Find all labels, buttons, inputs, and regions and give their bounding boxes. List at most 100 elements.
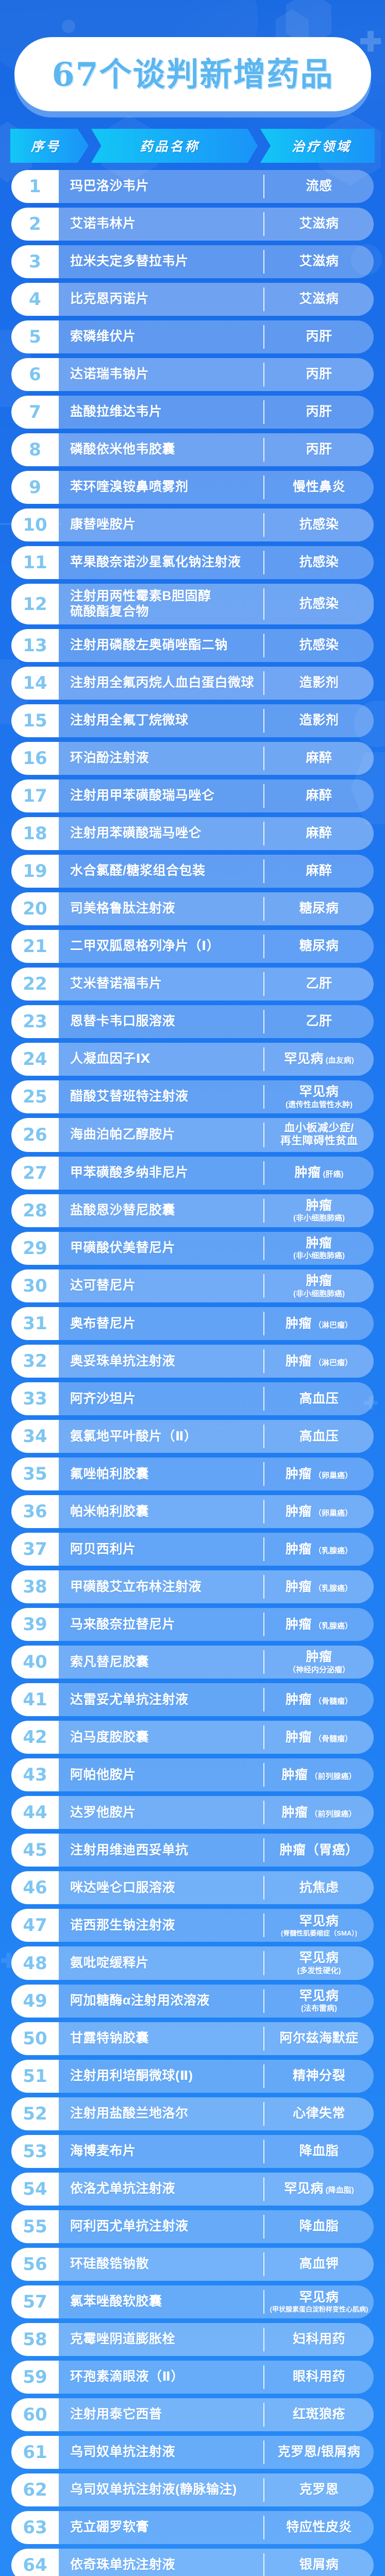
row-number: 33 (11, 1382, 59, 1416)
row-number: 22 (11, 968, 59, 1001)
table-row[interactable]: 22 艾米替诺福韦片 乙肝 (11, 968, 374, 1001)
table-row[interactable]: 21 二甲双胍恩格列净片（Ⅰ） 糖尿病 (11, 930, 374, 963)
drug-name: 帕米帕利胶囊 (59, 1495, 264, 1528)
table-row[interactable]: 54 依洛尤单抗注射液 罕见病 (降血脂) (11, 2172, 374, 2206)
row-number: 4 (11, 283, 59, 316)
table-row[interactable]: 28 盐酸恩沙替尼胶囊 肿瘤 (非小细胞肺癌) (11, 1194, 374, 1227)
table-row[interactable]: 27 甲苯磺酸多纳非尼片 肿瘤 (肝癌) (11, 1156, 374, 1190)
treatment-area-main: 降血脂 (299, 2144, 339, 2159)
table-row[interactable]: 19 水合氯醛/糖浆组合包装 麻醉 (11, 855, 374, 888)
table-row[interactable]: 31 奥布替尼片 肿瘤 （淋巴瘤） (11, 1307, 374, 1341)
table-row[interactable]: 14 注射用全氟丙烷人血白蛋白微球 造影剂 (11, 667, 374, 700)
table-row[interactable]: 44 达罗他胺片 肿瘤 （前列腺癌） (11, 1796, 374, 1829)
table-row[interactable]: 17 注射用甲苯磺酸瑞马唑仑 麻醉 (11, 779, 374, 812)
drug-name: 阿贝西利片 (59, 1533, 264, 1566)
table-row[interactable]: 5 索磷维伏片 丙肝 (11, 320, 374, 353)
drug-name: 奥布替尼片 (59, 1307, 264, 1340)
table-row[interactable]: 55 阿利西尤单抗注射液 降血脂 (11, 2210, 374, 2243)
treatment-area-main: 肿瘤 (281, 1805, 308, 1820)
table-row[interactable]: 41 达雷妥尤单抗注射液 肿瘤 （骨髓瘤） (11, 1683, 374, 1717)
treatment-area-main: 肿瘤 (285, 1316, 312, 1331)
treatment-area-main: 抗感染 (299, 638, 339, 653)
table-row[interactable]: 62 乌司奴单抗注射液(静脉输注) 克罗恩 (11, 2473, 374, 2506)
table-row[interactable]: 13 注射用磷酸左奥硝唑酯二钠 抗感染 (11, 629, 374, 662)
table-row[interactable]: 26 海曲泊帕乙醇胺片 血小板减少症/ 再生障碍性贫血 (11, 1118, 374, 1152)
treatment-area-main: 克罗恩 (299, 2482, 339, 2497)
row-number: 42 (11, 1721, 59, 1754)
table-row[interactable]: 15 注射用全氟丁烷微球 造影剂 (11, 704, 374, 737)
treatment-area-sub: (肝癌) (323, 1170, 344, 1179)
table-row[interactable]: 35 氟唑帕利胶囊 肿瘤 （卵巢癌） (11, 1458, 374, 1491)
table-row[interactable]: 30 达可替尼片 肿瘤 (非小细胞肺癌) (11, 1269, 374, 1303)
row-number: 61 (11, 2435, 59, 2469)
row-number: 9 (11, 471, 59, 504)
table-row[interactable]: 3 拉米夫定多替拉韦片 艾滋病 (11, 245, 374, 278)
table-row[interactable]: 46 咪达唑仑口服溶液 抗焦虑 (11, 1871, 374, 1905)
treatment-area-sub: （卵巢癌） (314, 1509, 353, 1518)
table-row[interactable]: 50 甘露特钠胶囊 阿尔兹海默症 (11, 2022, 374, 2055)
treatment-area-inline: 肿瘤 （卵巢癌） (286, 1467, 353, 1482)
table-row[interactable]: 36 帕米帕利胶囊 肿瘤 （卵巢癌） (11, 1495, 374, 1529)
table-row[interactable]: 9 苯环喹溴铵鼻喷雾剂 慢性鼻炎 (11, 471, 374, 504)
page-title: 67个谈判新增药品 (52, 55, 334, 93)
treatment-area-main: 糖尿病 (299, 901, 339, 916)
drug-name: 马来酸奈拉替尼片 (59, 1608, 264, 1641)
table-row[interactable]: 64 依奇珠单抗注射液 银屑病 (11, 2548, 374, 2576)
table-row[interactable]: 40 索凡替尼胶囊 肿瘤 （神经内分泌瘤） (11, 1646, 374, 1679)
table-row[interactable]: 48 氨吡啶缓释片 罕见病 (多发性硬化) (11, 1946, 374, 1980)
table-row[interactable]: 11 苹果酸奈诺沙星氯化钠注射液 抗感染 (11, 546, 374, 579)
table-row[interactable]: 29 甲磺酸伏美替尼片 肿瘤 (非小细胞肺癌) (11, 1231, 374, 1265)
table-row[interactable]: 58 克霉唑阴道膨胀栓 妇科用药 (11, 2323, 374, 2356)
table-row[interactable]: 20 司美格鲁肽注射液 糖尿病 (11, 892, 374, 925)
table-row[interactable]: 52 注射用盐酸兰地洛尔 心律失常 (11, 2097, 374, 2130)
drug-list: 1 玛巴洛沙韦片 流感 2 艾诺韦林片 艾滋病 3 拉米夫定多替拉韦片 艾滋病 4 比克恩丙诺片 艾滋… (0, 163, 385, 2576)
table-row[interactable]: 37 阿贝西利片 肿瘤 （乳腺癌） (11, 1533, 374, 1566)
table-row[interactable]: 53 海博麦布片 降血脂 (11, 2134, 374, 2168)
row-number: 8 (11, 433, 59, 466)
table-row[interactable]: 34 氨氯地平叶酸片（Ⅱ） 高血压 (11, 1420, 374, 1453)
row-number: 2 (11, 208, 59, 241)
table-row[interactable]: 12 注射用两性霉素B胆固醇 硫酸酯复合物 抗感染 (11, 584, 374, 624)
table-row[interactable]: 2 艾诺韦林片 艾滋病 (11, 208, 374, 241)
drug-name: 海曲泊帕乙醇胺片 (59, 1118, 264, 1152)
table-row[interactable]: 63 克立硼罗软膏 特应性皮炎 (11, 2511, 374, 2544)
table-row[interactable]: 6 达诺瑞韦钠片 丙肝 (11, 358, 374, 391)
drug-name: 咪达唑仑口服溶液 (59, 1871, 264, 1904)
treatment-area-main: 麻醉 (306, 826, 332, 841)
table-row[interactable]: 1 玛巴洛沙韦片 流感 (11, 170, 374, 203)
table-row[interactable]: 23 恩替卡韦口服溶液 乙肝 (11, 1005, 374, 1038)
table-row[interactable]: 60 注射用泰它西普 红斑狼疮 (11, 2398, 374, 2431)
row-number: 44 (11, 1796, 59, 1829)
table-row[interactable]: 24 人凝血因子Ⅸ 罕见病 (血友病) (11, 1043, 374, 1076)
table-row[interactable]: 7 盐酸拉维达韦片 丙肝 (11, 396, 374, 429)
row-number: 24 (11, 1043, 59, 1076)
table-row[interactable]: 39 马来酸奈拉替尼片 肿瘤 （乳腺癌） (11, 1608, 374, 1641)
table-row[interactable]: 33 阿齐沙坦片 高血压 (11, 1382, 374, 1416)
table-row[interactable]: 56 环硅酸锆钠散 高血钾 (11, 2247, 374, 2281)
table-row[interactable]: 32 奥妥珠单抗注射液 肿瘤 （淋巴瘤） (11, 1345, 374, 1378)
treatment-area-main: 肿瘤 (285, 1504, 312, 1519)
table-row[interactable]: 61 乌司奴单抗注射液 克罗恩/银屑病 (11, 2435, 374, 2469)
drug-name: 诺西那生钠注射液 (59, 1909, 264, 1942)
drug-name: 苯环喹溴铵鼻喷雾剂 (59, 471, 264, 504)
table-row[interactable]: 51 注射用利培酮微球(Ⅱ) 精神分裂 (11, 2059, 374, 2093)
table-row[interactable]: 47 诺西那生钠注射液 罕见病 (脊髓性肌萎缩症（SMA）) (11, 1909, 374, 1942)
table-row[interactable]: 42 泊马度胺胶囊 肿瘤 （骨髓瘤） (11, 1721, 374, 1754)
table-row[interactable]: 45 注射用维迪西妥单抗 肿瘤（胃癌） (11, 1834, 374, 1867)
table-row[interactable]: 59 环孢素滴眼液（Ⅱ） 眼科用药 (11, 2360, 374, 2394)
table-row[interactable]: 38 甲磺酸艾立布林注射液 肿瘤 （乳腺癌） (11, 1570, 374, 1604)
table-row[interactable]: 25 醋酸艾替班特注射液 罕见病 (遗传性血管性水肿) (11, 1080, 374, 1114)
row-number: 64 (11, 2548, 59, 2576)
drug-name: 泊马度胺胶囊 (59, 1721, 264, 1754)
table-row[interactable]: 8 磷酸依米他韦胶囊 丙肝 (11, 433, 374, 466)
drug-name: 磷酸依米他韦胶囊 (59, 433, 264, 466)
table-row[interactable]: 4 比克恩丙诺片 艾滋病 (11, 283, 374, 316)
table-row[interactable]: 49 阿加糖酶α注射用浓溶液 罕见病 (法布雷病) (11, 1984, 374, 2018)
table-row[interactable]: 10 康替唑胺片 抗感染 (11, 509, 374, 541)
treatment-area-main: 高血压 (299, 1429, 339, 1444)
table-row[interactable]: 16 环泊酚注射液 麻醉 (11, 742, 374, 775)
table-row[interactable]: 43 阿帕他胺片 肿瘤 （前列腺癌） (11, 1758, 374, 1792)
drug-name: 注射用维迪西妥单抗 (59, 1834, 264, 1867)
table-row[interactable]: 57 氯苯唑酸软胶囊 罕见病 (甲状腺素蛋白淀粉样变性心肌病) (11, 2285, 374, 2318)
table-row[interactable]: 18 注射用苯磺酸瑞马唑仑 麻醉 (11, 817, 374, 850)
